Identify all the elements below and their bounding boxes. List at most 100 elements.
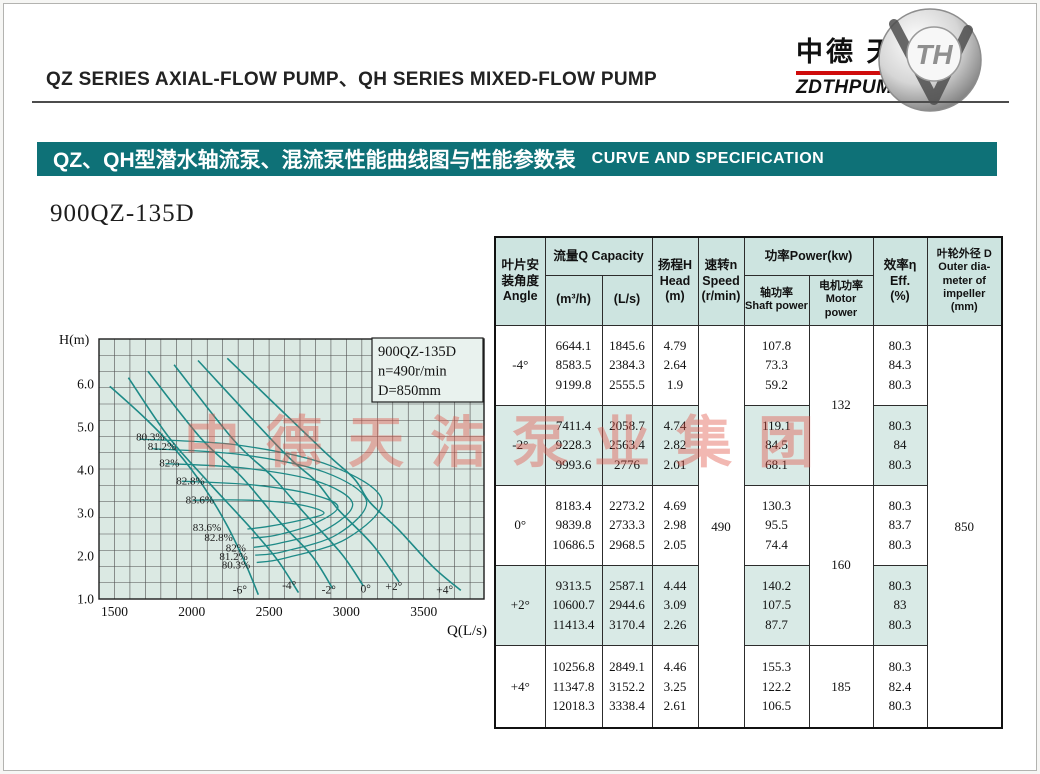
efficiency-label: 82.8% [176, 475, 204, 487]
col-header-speed: 速转n Speed (r/min) [697, 236, 745, 326]
spec-table: 叶片安 装角度 Angle 流量Q Capacity 扬程H Head (m) … [494, 236, 1004, 729]
x-tick-label: 3500 [410, 604, 437, 619]
axis-labels: 1.0 2.0 3.0 4.0 5.0 6.0 1500 2000 2500 3000 3500 H(… [59, 333, 487, 639]
cell-shaft-power: 119.1 84.5 68.1 [743, 404, 810, 486]
info-box-line: n=490r/min [378, 364, 447, 380]
col-header-ls: (L/s) [601, 274, 653, 326]
cell-capacity-ls: 1845.6 2384.3 2555.5 [601, 324, 653, 406]
cell-angle: -4° [494, 324, 546, 406]
col-header-power: 功率Power(kw) [743, 236, 874, 276]
efficiency-contour-82.8% [181, 480, 339, 539]
cell-capacity-m3h: 10256.8 11347.8 12018.3 [544, 644, 603, 729]
efficiency-label: 81.2% [219, 551, 247, 563]
efficiency-label: 83.6% [186, 494, 214, 506]
th-logo-icon: TH [878, 8, 982, 112]
cell-angle: 0° [494, 484, 546, 566]
cell-shaft-power: 107.8 73.3 59.2 [743, 324, 810, 406]
efficiency-contour-82% [165, 462, 354, 549]
efficiency-contour-81.2% [151, 447, 368, 556]
angle-label: -4° [282, 580, 297, 592]
chart-info-box: 900QZ-135D n=490r/min D=850mm [371, 337, 484, 403]
efficiency-label: 82% [226, 542, 246, 554]
cell-motor-power: 160 [808, 484, 874, 646]
brand-name-en: ZDTHPUMP [796, 77, 906, 98]
banner-title-en: CURVE AND SPECIFICATION [591, 150, 825, 167]
info-box-line: D=850mm [378, 383, 442, 399]
cell-angle: +2° [494, 564, 546, 646]
cell-capacity-ls: 2058.7 2563.4 2776 [601, 404, 653, 486]
cell-angle: +4° [494, 644, 546, 729]
cell-motor-power: 132 [808, 324, 874, 486]
efficiency-label: 83.6% [193, 522, 221, 534]
y-tick-label: 6.0 [77, 377, 94, 392]
y-axis-title: H(m) [59, 333, 90, 348]
cell-capacity-m3h: 8183.4 9839.8 10686.5 [544, 484, 603, 566]
cell-shaft-power: 155.3 122.2 106.5 [743, 644, 810, 729]
table-row-0: 0° 8183.4 9839.8 10686.5 2273.2 2733.3 2… [494, 484, 1002, 646]
col-header-angle: 叶片安 装角度 Angle [494, 236, 546, 326]
efficiency-label: 80.3% [222, 560, 250, 572]
cell-eff: 80.3 83.7 80.3 [872, 484, 928, 566]
cell-head: 4.74 2.82 2.01 [651, 404, 699, 486]
cell-head: 4.46 3.25 2.61 [651, 644, 699, 729]
chart-labels: 80.3%81.2%82%82.8%83.6%83.6%82.8%82%81.2… [136, 432, 453, 597]
header-divider [32, 101, 1009, 103]
x-axis-title: Q(L/s) [447, 623, 487, 639]
y-tick-label: 2.0 [77, 549, 94, 564]
section-banner: QZ、QH型潜水轴流泵、混流泵性能曲线图与性能参数表 CURVE AND SPE… [37, 142, 997, 176]
cell-shaft-power: 130.3 95.5 74.4 [743, 484, 810, 566]
cell-angle: -2° [494, 404, 546, 486]
efficiency-label: 82.8% [204, 532, 232, 544]
cell-eff: 80.3 84 80.3 [872, 404, 928, 486]
cell-head: 4.79 2.64 1.9 [651, 324, 699, 406]
cell-eff: 80.3 84.3 80.3 [872, 324, 928, 406]
performance-chart: 80.3%81.2%82%82.8%83.6%83.6%82.8%82%81.2… [59, 333, 487, 639]
cell-outer-diameter: 850 [926, 324, 1003, 729]
pump-curves [109, 357, 462, 596]
cell-speed: 490 [697, 324, 745, 729]
info-box-line: 900QZ-135D [378, 344, 456, 360]
angle-label: -2° [322, 585, 337, 597]
col-header-diameter: 叶轮外径 D Outer dia- meter of impeller (mm) [926, 236, 1003, 326]
x-tick-label: 2000 [178, 604, 205, 619]
cell-head: 4.69 2.98 2.05 [651, 484, 699, 566]
efficiency-label: 82% [159, 457, 179, 469]
col-header-capacity: 流量Q Capacity [544, 236, 653, 276]
efficiency-label: 80.3% [136, 432, 164, 444]
efficiency-contours [139, 438, 383, 564]
cell-shaft-power: 140.2 107.5 87.7 [743, 564, 810, 646]
angle-label: +4° [436, 585, 453, 597]
col-header-shaft: 轴功率 Shaft power [743, 274, 810, 326]
efficiency-contour-83.6% [192, 499, 325, 530]
efficiency-label: 81.2% [148, 441, 176, 453]
page-title: QZ SERIES AXIAL-FLOW PUMP、QH SERIES MIXE… [46, 69, 657, 90]
cell-capacity-ls: 2587.1 2944.6 3170.4 [601, 564, 653, 646]
pump-curve-+2° [197, 359, 400, 583]
brand-red-underline [796, 71, 916, 75]
document-page: QZ SERIES AXIAL-FLOW PUMP、QH SERIES MIXE… [3, 3, 1037, 771]
col-header-motor: 电机功率 Motor power [808, 274, 874, 326]
pump-curve--2° [147, 370, 334, 589]
x-tick-label: 2500 [256, 604, 283, 619]
cell-capacity-m3h: 7411.4 9228.3 9993.6 [544, 404, 603, 486]
cell-capacity-m3h: 6644.1 8583.5 9199.8 [544, 324, 603, 406]
angle-label: +2° [385, 581, 402, 593]
cell-eff: 80.3 83 80.3 [872, 564, 928, 646]
table-row-plus4: +4° 10256.8 11347.8 12018.3 2849.1 3152.… [494, 644, 1002, 729]
cell-eff: 80.3 82.4 80.3 [872, 644, 928, 729]
x-tick-label: 3000 [333, 604, 360, 619]
cell-head: 4.44 3.09 2.26 [651, 564, 699, 646]
cell-capacity-ls: 2273.2 2733.3 2968.5 [601, 484, 653, 566]
banner-title-zh: QZ、QH型潜水轴流泵、混流泵性能曲线图与性能参数表 [53, 149, 576, 172]
cell-motor-power: 185 [808, 644, 874, 729]
pump-curve-0° [173, 364, 365, 587]
table-row-minus2: -2° 7411.4 9228.3 9993.6 2058.7 2563.4 2… [494, 404, 1002, 486]
performance-chart-container: 80.3% 81.2% 82% 82.8% 83.6% 83.6% 82.8% 82% 81.2… [59, 326, 489, 646]
angle-label: -6° [233, 585, 248, 597]
y-tick-label: 4.0 [77, 463, 94, 478]
pump-curve--6° [109, 385, 260, 596]
svg-text:TH: TH [915, 39, 953, 70]
pump-curve--4° [127, 377, 300, 594]
col-header-eff: 效率η Eff. (%) [872, 236, 928, 326]
col-header-m3h: (m³/h) [544, 274, 603, 326]
